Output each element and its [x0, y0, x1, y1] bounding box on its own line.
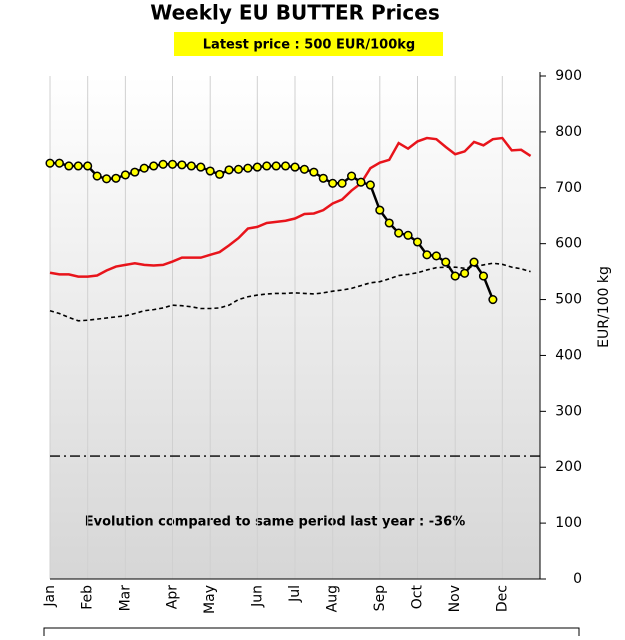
y-tick-label: 600: [555, 236, 582, 252]
series-line: [49, 136, 532, 278]
x-tick-label: Jun: [249, 585, 265, 608]
point: [384, 218, 394, 228]
legend-box: [43, 627, 580, 640]
point: [318, 173, 328, 183]
point: [101, 174, 112, 184]
point: [233, 164, 244, 174]
point: [365, 180, 375, 190]
y-tick-label: 200: [555, 459, 582, 475]
x-tick-label: Jan: [42, 585, 58, 608]
point: [224, 165, 234, 175]
point: [375, 205, 385, 215]
point: [92, 171, 102, 181]
point: [196, 162, 206, 172]
point: [243, 163, 253, 173]
x-tick-label: Dec: [494, 585, 510, 612]
point: [356, 177, 366, 187]
point: [469, 257, 479, 267]
point: [460, 268, 470, 278]
y-tick-label: 300: [555, 403, 582, 419]
point: [158, 159, 168, 169]
point: [488, 295, 498, 305]
point: [422, 250, 432, 260]
y-tick-label: 900: [555, 68, 582, 84]
point: [478, 271, 489, 281]
x-tick-label: Nov: [447, 585, 463, 612]
point: [281, 161, 291, 171]
point: [309, 167, 319, 177]
point: [73, 161, 83, 171]
y-tick-label: 400: [555, 347, 582, 363]
y-tick-label: 700: [555, 180, 582, 196]
point: [412, 237, 423, 247]
point: [271, 161, 281, 171]
subtitle: Latest price : 500 EUR/100kg: [203, 38, 415, 53]
point: [450, 271, 460, 281]
x-tick-label: Sep: [372, 585, 388, 612]
point: [290, 162, 300, 172]
point: [130, 167, 140, 177]
x-tick-label: May: [202, 585, 218, 614]
point: [431, 251, 441, 261]
point: [45, 158, 55, 168]
point: [205, 166, 215, 176]
x-tick-label: Aug: [325, 585, 341, 612]
point: [299, 164, 309, 174]
point: [177, 160, 187, 170]
point: [186, 161, 196, 171]
point: [149, 161, 159, 171]
point: [111, 173, 121, 183]
x-tick-label: Apr: [165, 585, 181, 609]
point: [215, 169, 225, 179]
point: [346, 171, 357, 181]
point: [64, 161, 74, 171]
point: [394, 228, 404, 238]
point: [54, 158, 64, 168]
point: [328, 178, 338, 188]
point: [403, 230, 413, 240]
point: [262, 161, 272, 171]
point: [83, 161, 93, 171]
badge: [174, 32, 443, 56]
y-tick-label: 500: [555, 292, 582, 308]
point: [120, 170, 130, 180]
y-axis-label: EUR/100 kg: [596, 266, 612, 348]
y-tick-label: 800: [555, 124, 582, 140]
point: [139, 163, 149, 173]
y-tick-label: 100: [555, 515, 582, 531]
point: [337, 178, 347, 188]
point: [252, 162, 262, 172]
annotation: Evolution compared to same period last y…: [85, 515, 465, 530]
point: [167, 159, 178, 169]
x-tick-label: Oct: [410, 585, 426, 610]
x-tick-label: Mar: [117, 585, 133, 612]
point: [441, 257, 451, 267]
y-tick-label: 0: [573, 571, 582, 587]
x-tick-label: Jul: [287, 585, 303, 603]
chart-title: Weekly EU BUTTER Prices: [150, 1, 439, 25]
x-tick-label: Feb: [80, 585, 96, 610]
